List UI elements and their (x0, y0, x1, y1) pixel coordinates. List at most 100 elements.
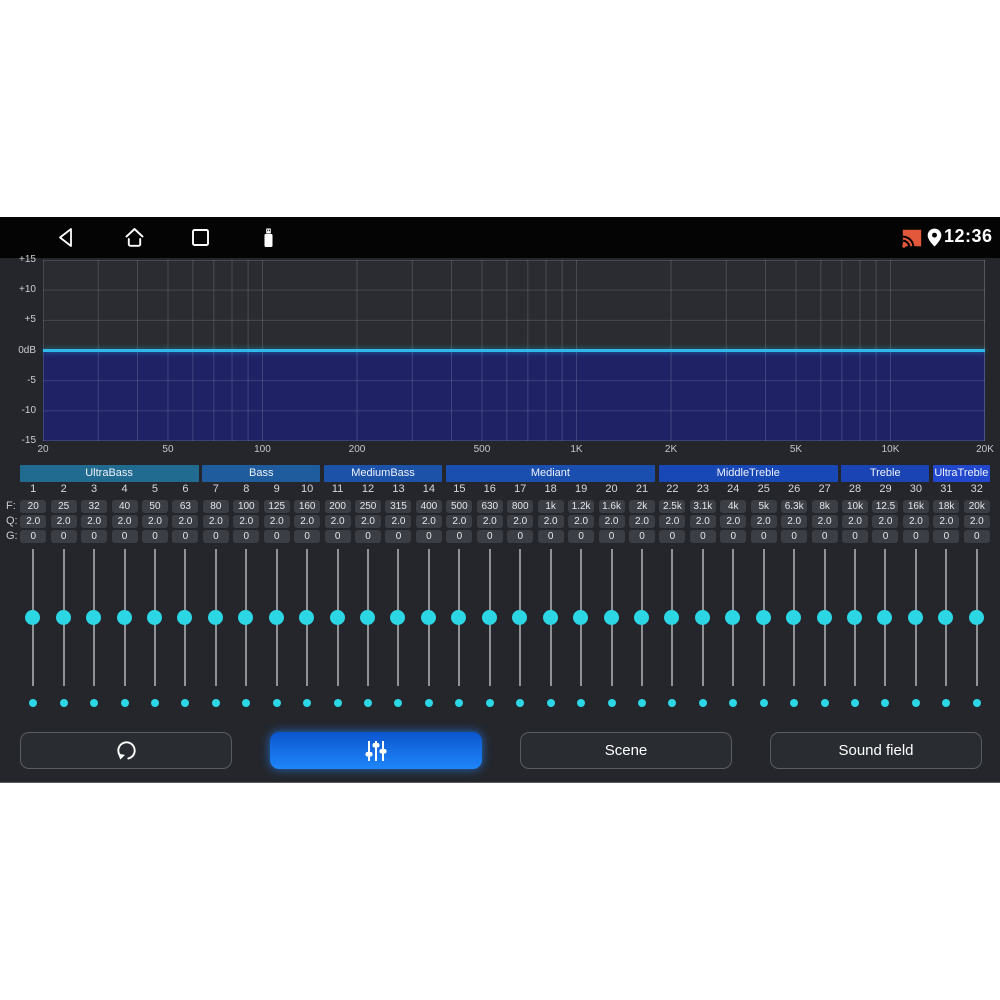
gain-slider[interactable] (322, 549, 352, 686)
q-value-chip[interactable]: 2.0 (324, 515, 351, 528)
freq-value-chip[interactable]: 80 (202, 500, 229, 513)
q-value-chip[interactable]: 2.0 (720, 515, 747, 528)
slider-knob[interactable] (207, 610, 223, 625)
gain-slider[interactable] (505, 549, 535, 686)
slider-knob[interactable] (603, 610, 619, 625)
gain-slider[interactable] (353, 549, 383, 686)
reset-button[interactable] (20, 732, 232, 769)
slider-knob[interactable] (55, 610, 71, 625)
freq-value-chip[interactable]: 10k (842, 500, 869, 513)
freq-value-chip[interactable]: 20k (963, 500, 990, 513)
slider-knob[interactable] (116, 610, 132, 625)
gain-value-chip[interactable]: 0 (20, 530, 47, 543)
q-value-chip[interactable]: 2.0 (598, 515, 625, 528)
slider-knob[interactable] (725, 610, 741, 625)
gain-slider[interactable] (383, 549, 413, 686)
q-value-chip[interactable]: 2.0 (628, 515, 655, 528)
slider-knob[interactable] (755, 610, 771, 625)
q-value-chip[interactable]: 2.0 (659, 515, 686, 528)
freq-value-chip[interactable]: 1.6k (598, 500, 625, 513)
equalizer-button[interactable] (270, 732, 482, 769)
gain-slider[interactable] (809, 549, 839, 686)
freq-value-chip[interactable]: 200 (324, 500, 351, 513)
q-value-chip[interactable]: 2.0 (415, 515, 442, 528)
q-value-chip[interactable]: 2.0 (81, 515, 108, 528)
gain-slider[interactable] (18, 549, 48, 686)
gain-slider[interactable] (109, 549, 139, 686)
freq-value-chip[interactable]: 4k (720, 500, 747, 513)
freq-value-chip[interactable]: 160 (294, 500, 321, 513)
slider-knob[interactable] (968, 610, 984, 625)
gain-slider[interactable] (231, 549, 261, 686)
freq-value-chip[interactable]: 630 (476, 500, 503, 513)
slider-knob[interactable] (299, 610, 315, 625)
q-value-chip[interactable]: 2.0 (568, 515, 595, 528)
freq-value-chip[interactable]: 1.2k (568, 500, 595, 513)
slider-knob[interactable] (238, 610, 254, 625)
gain-slider[interactable] (140, 549, 170, 686)
slider-knob[interactable] (907, 610, 923, 625)
slider-knob[interactable] (633, 610, 649, 625)
freq-value-chip[interactable]: 20 (20, 500, 47, 513)
gain-value-chip[interactable]: 0 (628, 530, 655, 543)
gain-slider[interactable] (718, 549, 748, 686)
gain-value-chip[interactable]: 0 (598, 530, 625, 543)
slider-knob[interactable] (877, 610, 893, 625)
q-value-chip[interactable]: 2.0 (446, 515, 473, 528)
gain-value-chip[interactable]: 0 (385, 530, 412, 543)
q-value-chip[interactable]: 2.0 (20, 515, 47, 528)
gain-slider[interactable] (566, 549, 596, 686)
gain-value-chip[interactable]: 0 (933, 530, 960, 543)
gain-slider[interactable] (262, 549, 292, 686)
freq-value-chip[interactable]: 12.5 (872, 500, 899, 513)
gain-value-chip[interactable]: 0 (172, 530, 199, 543)
freq-value-chip[interactable]: 6.3k (781, 500, 808, 513)
q-value-chip[interactable]: 2.0 (811, 515, 838, 528)
gain-value-chip[interactable]: 0 (50, 530, 77, 543)
back-icon[interactable] (54, 225, 79, 250)
q-value-chip[interactable]: 2.0 (842, 515, 869, 528)
slider-knob[interactable] (694, 610, 710, 625)
q-value-chip[interactable]: 2.0 (750, 515, 777, 528)
gain-value-chip[interactable]: 0 (842, 530, 869, 543)
gain-slider[interactable] (292, 549, 322, 686)
freq-value-chip[interactable]: 16k (902, 500, 929, 513)
gain-value-chip[interactable]: 0 (811, 530, 838, 543)
gain-value-chip[interactable]: 0 (963, 530, 990, 543)
q-value-chip[interactable]: 2.0 (872, 515, 899, 528)
q-value-chip[interactable]: 2.0 (963, 515, 990, 528)
scene-button[interactable]: Scene (520, 732, 732, 769)
gain-value-chip[interactable]: 0 (324, 530, 351, 543)
gain-slider[interactable] (475, 549, 505, 686)
freq-value-chip[interactable]: 2k (628, 500, 655, 513)
slider-knob[interactable] (420, 610, 436, 625)
recents-icon[interactable] (188, 225, 213, 250)
slider-knob[interactable] (481, 610, 497, 625)
gain-value-chip[interactable]: 0 (781, 530, 808, 543)
gain-value-chip[interactable]: 0 (659, 530, 686, 543)
freq-value-chip[interactable]: 63 (172, 500, 199, 513)
q-value-chip[interactable]: 2.0 (902, 515, 929, 528)
slider-knob[interactable] (512, 610, 528, 625)
q-value-chip[interactable]: 2.0 (689, 515, 716, 528)
gain-value-chip[interactable]: 0 (537, 530, 564, 543)
slider-knob[interactable] (390, 610, 406, 625)
slider-knob[interactable] (786, 610, 802, 625)
gain-value-chip[interactable]: 0 (294, 530, 321, 543)
gain-slider[interactable] (901, 549, 931, 686)
q-value-chip[interactable]: 2.0 (202, 515, 229, 528)
q-value-chip[interactable]: 2.0 (476, 515, 503, 528)
freq-value-chip[interactable]: 50 (141, 500, 168, 513)
freq-value-chip[interactable]: 25 (50, 500, 77, 513)
slider-knob[interactable] (847, 610, 863, 625)
q-value-chip[interactable]: 2.0 (263, 515, 290, 528)
gain-slider[interactable] (627, 549, 657, 686)
gain-value-chip[interactable]: 0 (902, 530, 929, 543)
freq-value-chip[interactable]: 1k (537, 500, 564, 513)
freq-value-chip[interactable]: 250 (355, 500, 382, 513)
slider-knob[interactable] (146, 610, 162, 625)
q-value-chip[interactable]: 2.0 (50, 515, 77, 528)
gain-value-chip[interactable]: 0 (872, 530, 899, 543)
slider-knob[interactable] (451, 610, 467, 625)
gain-slider[interactable] (962, 549, 992, 686)
